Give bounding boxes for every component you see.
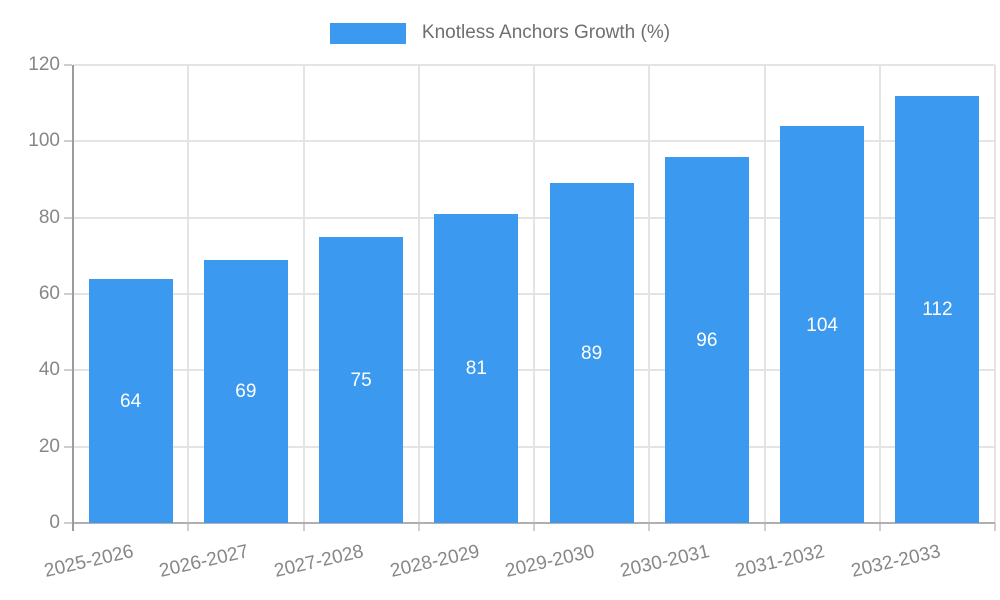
- v-gridline: [187, 65, 190, 523]
- x-tick: [763, 523, 766, 531]
- v-gridline: [417, 65, 420, 523]
- x-axis-tick-label: 2029-2030: [503, 541, 597, 582]
- y-axis-tick-label: 0: [49, 512, 60, 533]
- y-axis-tick-label: 60: [38, 283, 60, 304]
- x-tick: [187, 523, 190, 531]
- bar-value-label: 64: [120, 390, 142, 412]
- bar[interactable]: [319, 236, 404, 523]
- bar-value-label: 112: [922, 299, 953, 321]
- bar[interactable]: [434, 213, 519, 523]
- x-axis-tick-label: 2026-2027: [157, 541, 251, 582]
- bar-value-label: 75: [350, 369, 372, 391]
- y-axis-tick-label: 40: [38, 359, 60, 381]
- x-axis-tick-label: 2031-2032: [733, 541, 827, 582]
- bar-value-label: 69: [235, 381, 257, 403]
- v-gridline: [533, 65, 535, 523]
- v-gridline: [878, 65, 881, 523]
- plot-area: 0 20 40 60 80 100 120 64 2025-2026 69 2026-2027 75 2…: [28, 54, 996, 582]
- legend-swatch: [329, 22, 406, 44]
- x-tick: [878, 523, 881, 531]
- y-tick: [64, 140, 72, 143]
- y-axis-tick-label: 100: [28, 130, 60, 152]
- x-axis-tick-label: 2027-2028: [272, 541, 366, 582]
- bar[interactable]: [203, 259, 288, 523]
- y-axis-tick-label: 120: [28, 54, 60, 75]
- bar[interactable]: [664, 156, 749, 523]
- x-axis-tick-label: 2028-2029: [387, 541, 482, 582]
- bar[interactable]: [549, 183, 634, 523]
- bar-value-label: 81: [465, 358, 487, 380]
- bar-value-label: 96: [696, 329, 718, 351]
- x-tick: [302, 523, 305, 531]
- x-tick: [533, 523, 535, 531]
- v-gridline: [302, 65, 305, 523]
- bar[interactable]: [88, 278, 173, 523]
- x-axis-tick-label: 2030-2031: [618, 541, 712, 582]
- x-tick: [417, 523, 420, 531]
- y-tick: [64, 522, 72, 524]
- y-axis-line: [72, 65, 74, 531]
- bar-value-label: 89: [581, 343, 603, 365]
- y-tick: [64, 64, 72, 66]
- bar-value-label: 104: [806, 314, 838, 336]
- y-axis-tick-label: 20: [38, 435, 60, 457]
- legend-label: Knotless Anchors Growth (%): [421, 22, 671, 43]
- x-axis-line: [73, 522, 995, 524]
- v-gridline: [994, 65, 996, 523]
- bar[interactable]: [895, 95, 980, 523]
- x-axis-tick-label: 2032-2033: [848, 541, 943, 582]
- x-axis-tick-label: 2025-2026: [42, 541, 136, 582]
- v-gridline: [763, 65, 766, 523]
- x-tick: [648, 523, 651, 531]
- y-tick: [64, 216, 72, 219]
- y-tick: [64, 293, 72, 295]
- legend[interactable]: Knotless Anchors Growth (%): [0, 20, 1000, 46]
- y-tick: [64, 369, 72, 372]
- bar[interactable]: [780, 126, 865, 523]
- v-gridline: [648, 65, 651, 523]
- y-tick: [64, 445, 72, 448]
- x-tick: [994, 523, 996, 531]
- y-axis-tick-label: 80: [38, 206, 60, 228]
